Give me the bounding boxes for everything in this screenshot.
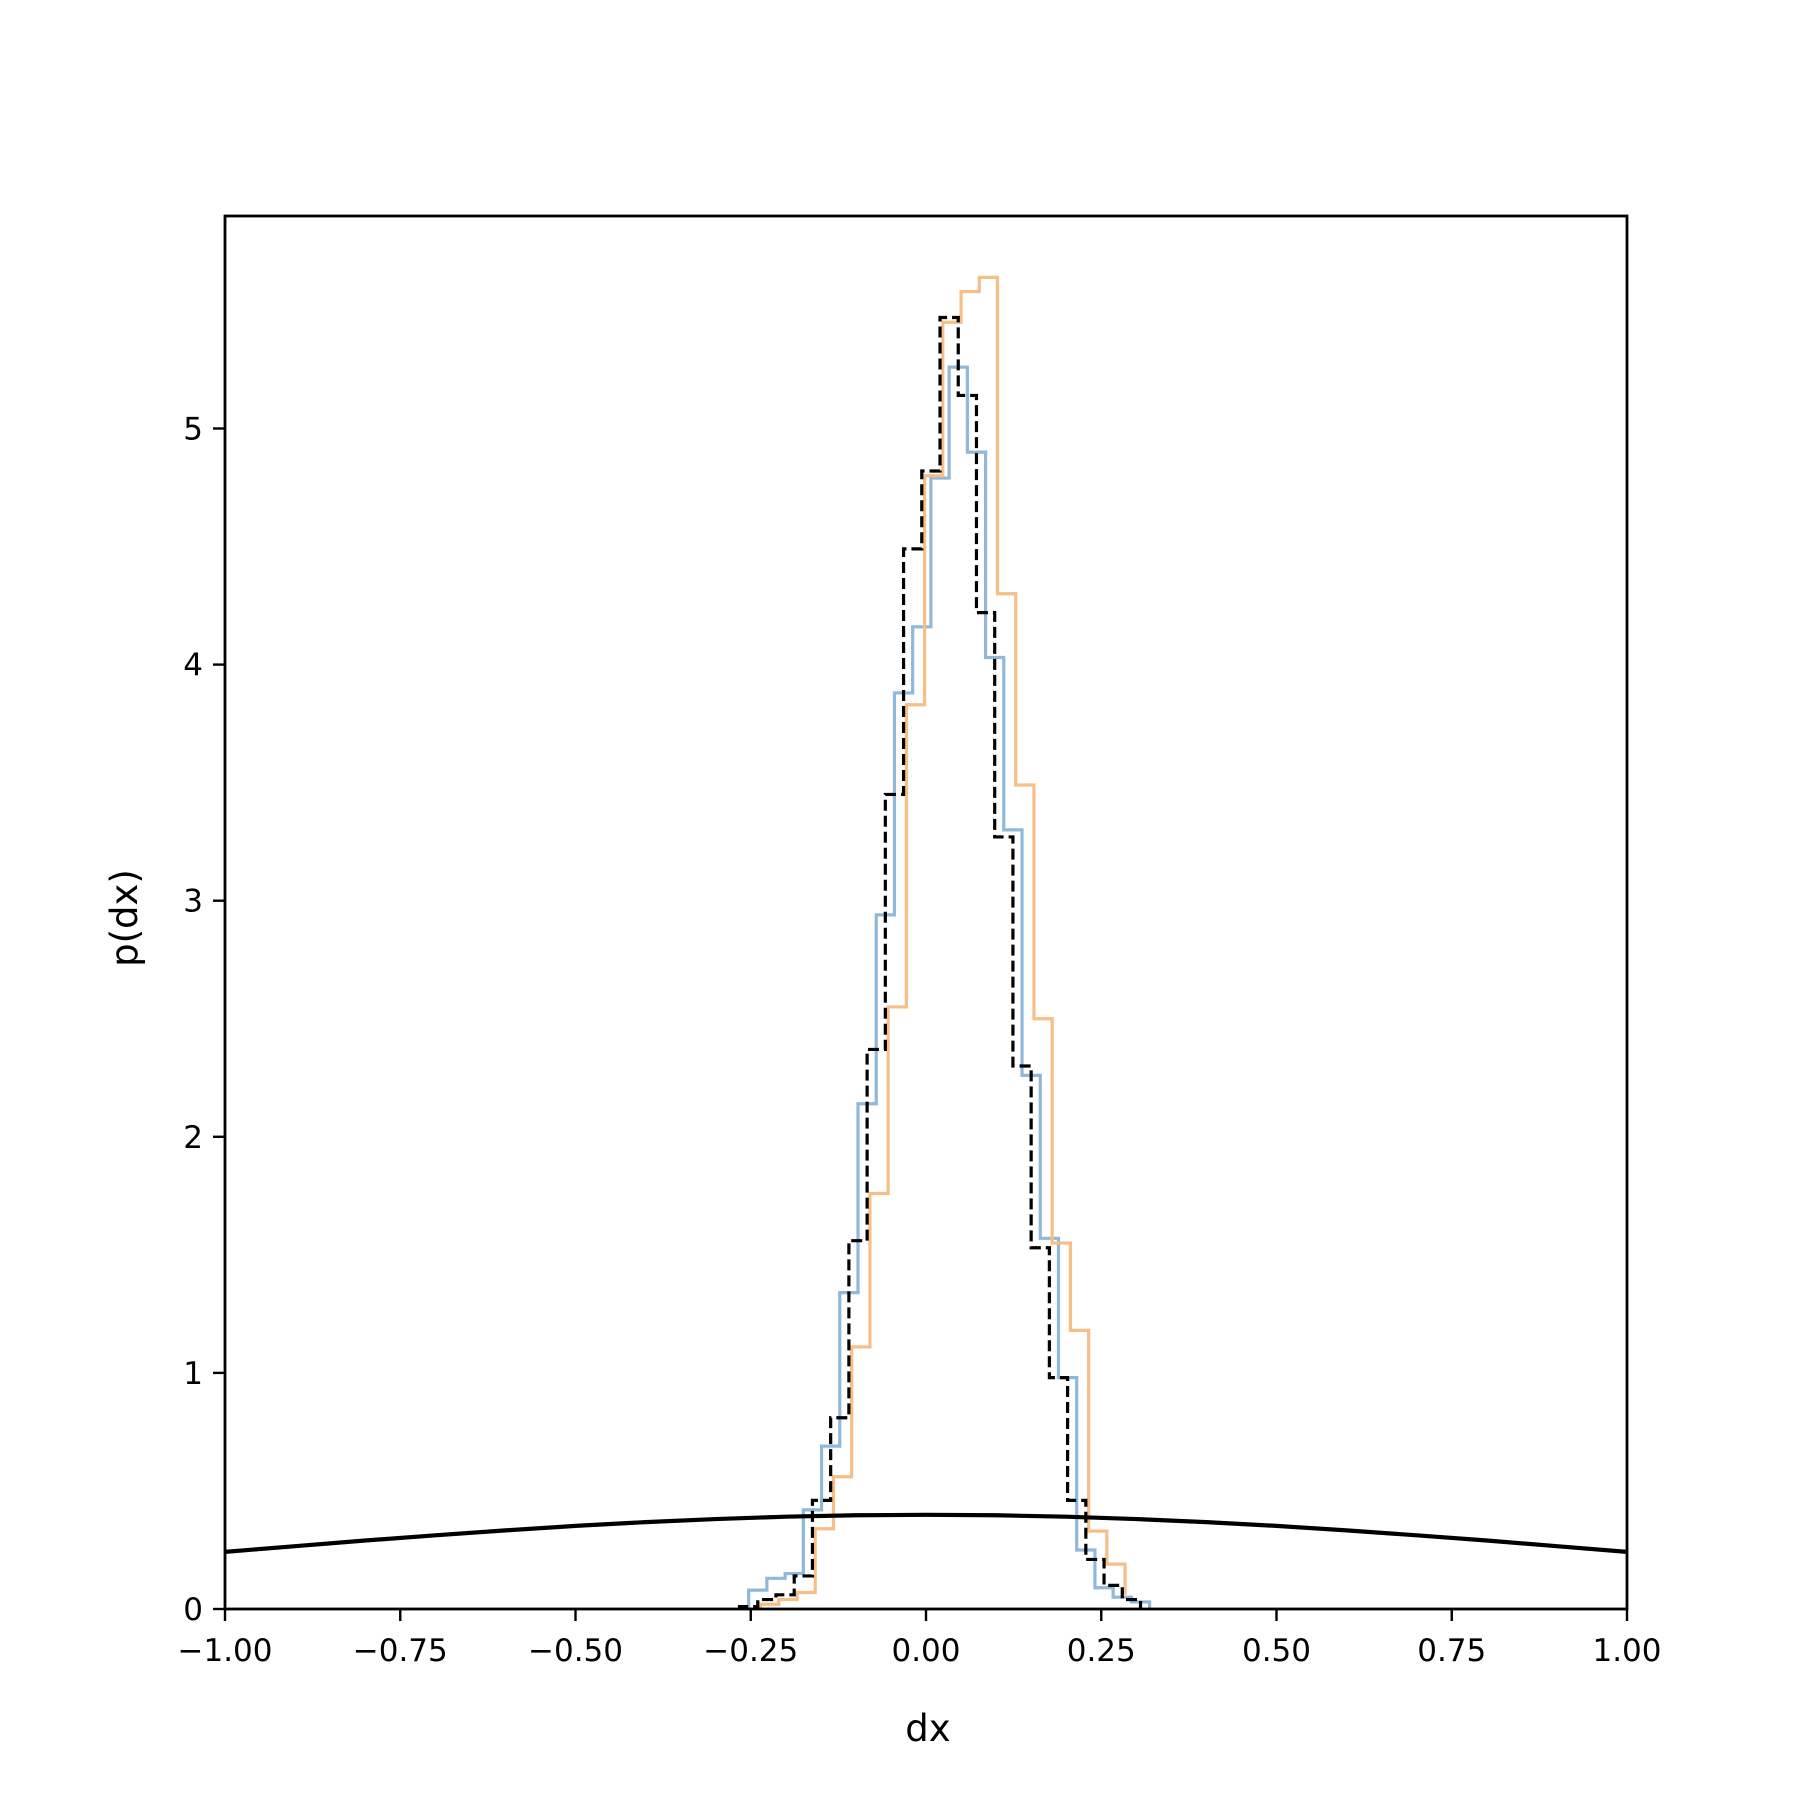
x-tick-label: 1.00 [1592,1633,1661,1669]
y-axis-label: p(dx) [103,869,146,967]
x-tick-label: −0.75 [353,1633,448,1669]
x-tick-label: −0.25 [703,1633,798,1669]
histogram-step-2 [758,275,1127,1609]
x-axis-label: dx [905,1707,950,1750]
x-tick-label: 0.25 [1067,1633,1136,1669]
series-4 [224,1512,1628,1554]
y-tick-label: 2 [183,1120,203,1156]
x-tick-label: −1.00 [178,1633,273,1669]
density-curve [224,1512,1628,1554]
y-tick-label: 5 [183,411,203,447]
y-tick-label: 4 [183,648,203,684]
y-tick-label: 0 [183,1592,203,1628]
x-tick-label: 0.75 [1417,1633,1486,1669]
histogram-step-3 [737,315,1143,1609]
x-tick-label: −0.50 [528,1633,623,1669]
axes-layer: −1.00 −0.75 −0.50 −0.25 0.00 0.25 0.50 0.75 1.00… [178,214,1662,1669]
series-3 [737,315,1143,1609]
x-tick-label: 0.00 [891,1633,960,1669]
y-tick-label: 3 [183,884,203,920]
series-layer [224,275,1628,1609]
x-tick-label: 0.50 [1242,1633,1311,1669]
series-2 [758,275,1127,1609]
y-tick-label: 1 [183,1356,203,1392]
plot-frame [223,214,1629,1611]
